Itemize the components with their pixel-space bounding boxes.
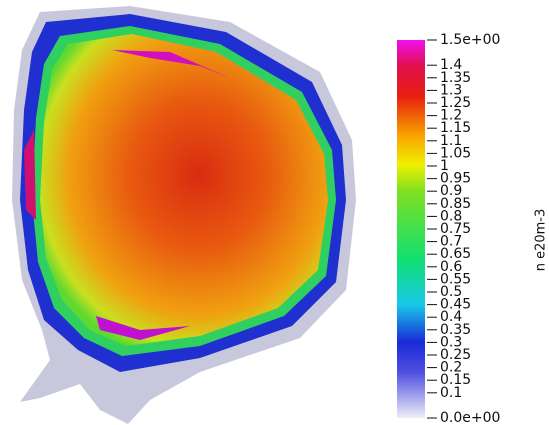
tick-label: 1.2 <box>440 108 462 124</box>
tick-label: 0.3 <box>440 334 462 350</box>
plasma-field <box>12 6 356 424</box>
colorbar-title: n e20m-3 <box>534 209 549 272</box>
tick-label: 0.7 <box>440 234 462 250</box>
tick-label: 0.45 <box>440 297 471 313</box>
colorbar-ticks: 0.0e+000.10.150.20.250.30.350.40.450.50.… <box>427 32 500 425</box>
tick-label: 0.95 <box>440 171 471 187</box>
tick-label: 1.5e+00 <box>440 32 500 48</box>
tick-label: 1.05 <box>440 145 471 161</box>
tick-label: 0.5 <box>440 284 462 300</box>
tick-label: 1.15 <box>440 120 471 136</box>
colorbar <box>397 40 425 418</box>
tick-label: 1 <box>440 158 449 174</box>
tick-label: 0.2 <box>440 360 462 376</box>
tick-label: 0.65 <box>440 246 471 262</box>
tick-label: 0.8 <box>440 208 462 224</box>
tick-label: 1.4 <box>440 57 462 73</box>
tick-label: 0.15 <box>440 372 471 388</box>
tick-label: 1.3 <box>440 82 462 98</box>
tick-label: 0.9 <box>440 183 462 199</box>
tick-label: 0.6 <box>440 259 462 275</box>
tick-label: 0.75 <box>440 221 471 237</box>
tick-label: 0.55 <box>440 271 471 287</box>
tick-label: 0.1 <box>440 385 462 401</box>
tick-label: 0.4 <box>440 309 462 325</box>
tick-label: 0.0e+00 <box>440 410 500 425</box>
tick-label: 0.35 <box>440 322 471 338</box>
tick-label: 1.1 <box>440 133 462 149</box>
tick-label: 0.85 <box>440 196 471 212</box>
tick-label: 0.25 <box>440 347 471 363</box>
tick-label: 1.35 <box>440 70 471 86</box>
tick-label: 1.25 <box>440 95 471 111</box>
